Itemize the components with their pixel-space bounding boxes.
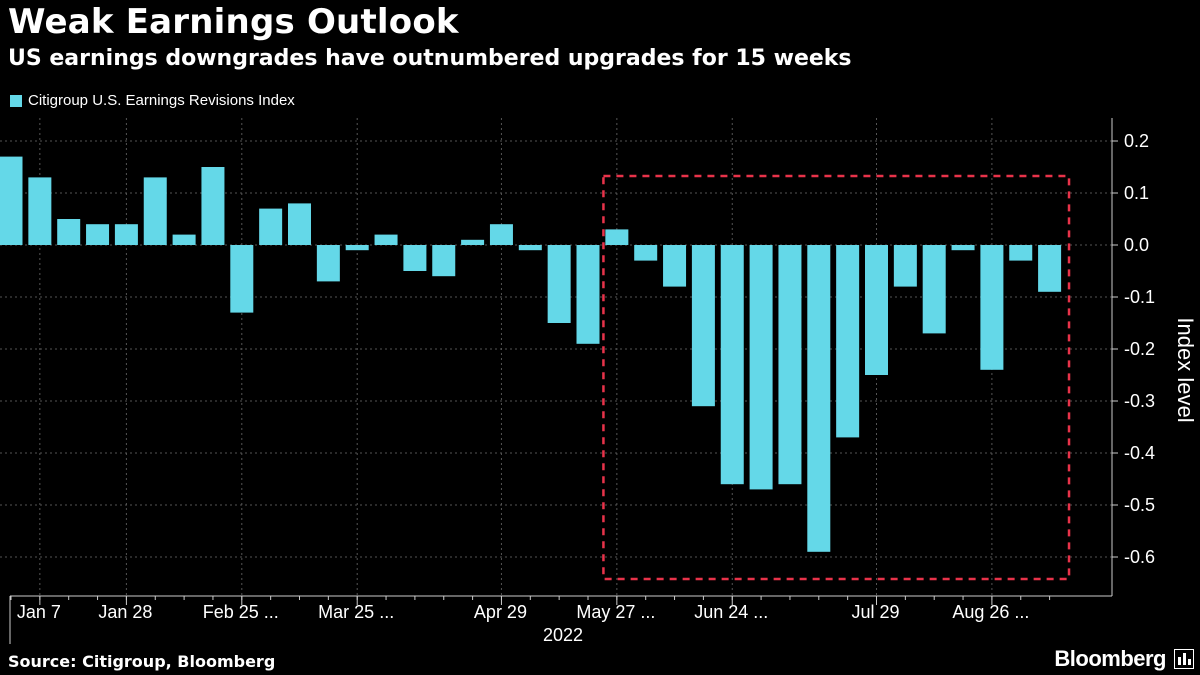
x-tick-label: Jul 29 — [851, 602, 899, 622]
bar — [634, 245, 658, 261]
bar — [114, 224, 138, 245]
bars — [0, 156, 1062, 552]
bar — [893, 245, 917, 287]
legend-swatch — [10, 94, 22, 107]
bar — [865, 245, 888, 375]
chart-subtitle: US earnings downgrades have outnumbered … — [8, 46, 852, 71]
bar — [432, 245, 456, 277]
bar — [316, 245, 340, 282]
bar — [1038, 245, 1062, 292]
chart-title: Weak Earnings Outlook — [8, 2, 459, 42]
y-tick-label: -0.1 — [1124, 287, 1155, 307]
bar — [86, 224, 110, 245]
bar — [259, 208, 283, 245]
x-tick-label: Apr 29 — [474, 602, 527, 622]
x-tick-label: Feb 25 ... — [203, 602, 279, 622]
bar — [1009, 245, 1033, 261]
bar — [172, 234, 196, 245]
bar — [201, 167, 225, 245]
highlight-box — [602, 174, 1071, 581]
x-tick-label: Jun 24 ... — [694, 602, 768, 622]
bar — [663, 245, 687, 287]
bar — [143, 177, 167, 245]
x-tick-label: Aug 26 ... — [952, 602, 1029, 622]
bar — [807, 245, 831, 552]
x-axis-label: 2022 — [543, 625, 583, 645]
y-tick-label: -0.2 — [1124, 339, 1155, 359]
bar — [518, 245, 542, 251]
bar — [576, 245, 600, 344]
bar — [922, 245, 946, 334]
bar — [345, 245, 369, 251]
x-tick-label: May 27 ... — [576, 602, 655, 622]
bar — [57, 219, 81, 245]
y-tick-label: 0.2 — [1124, 131, 1149, 151]
x-tick-label: Mar 25 ... — [318, 602, 394, 622]
source-note: Source: Citigroup, Bloomberg — [8, 652, 276, 671]
legend-label: Citigroup U.S. Earnings Revisions Index — [28, 92, 295, 109]
bar — [836, 245, 860, 438]
bloomberg-logo: Bloomberg — [1054, 646, 1166, 671]
axes: 0.2 0.1 0.0 -0.1 -0.2 -0.3 -0.4 -0.5 -0.6 Jan 7 Ja… — [9, 118, 1198, 645]
bar — [403, 245, 427, 271]
bar — [489, 224, 513, 245]
bar — [0, 156, 23, 245]
bar — [461, 239, 485, 245]
bar — [778, 245, 802, 485]
bar — [951, 245, 975, 251]
bar — [288, 203, 311, 245]
bar — [720, 245, 744, 485]
bar — [605, 229, 629, 245]
bar-chart-icon — [1174, 649, 1194, 669]
y-tick-label: 0.1 — [1124, 183, 1149, 203]
bar — [691, 245, 715, 407]
grid-lines — [0, 118, 1112, 596]
chart-legend: Citigroup U.S. Earnings Revisions Index — [10, 92, 295, 109]
bar — [980, 245, 1004, 370]
y-axis-label: Index level — [1173, 317, 1198, 422]
bar — [28, 177, 52, 245]
y-tick-label: 0.0 — [1124, 235, 1149, 255]
bar — [749, 245, 773, 490]
x-tick-label: Jan 28 — [98, 602, 152, 622]
bar — [230, 245, 254, 313]
bar — [547, 245, 571, 323]
y-tick-label: -0.4 — [1124, 443, 1155, 463]
highlight-layer — [602, 174, 1071, 581]
y-tick-label: -0.3 — [1124, 391, 1155, 411]
bar — [374, 234, 398, 245]
y-tick-label: -0.5 — [1124, 495, 1155, 515]
y-tick-label: -0.6 — [1124, 547, 1155, 567]
x-tick-label: Jan 7 — [17, 602, 61, 622]
